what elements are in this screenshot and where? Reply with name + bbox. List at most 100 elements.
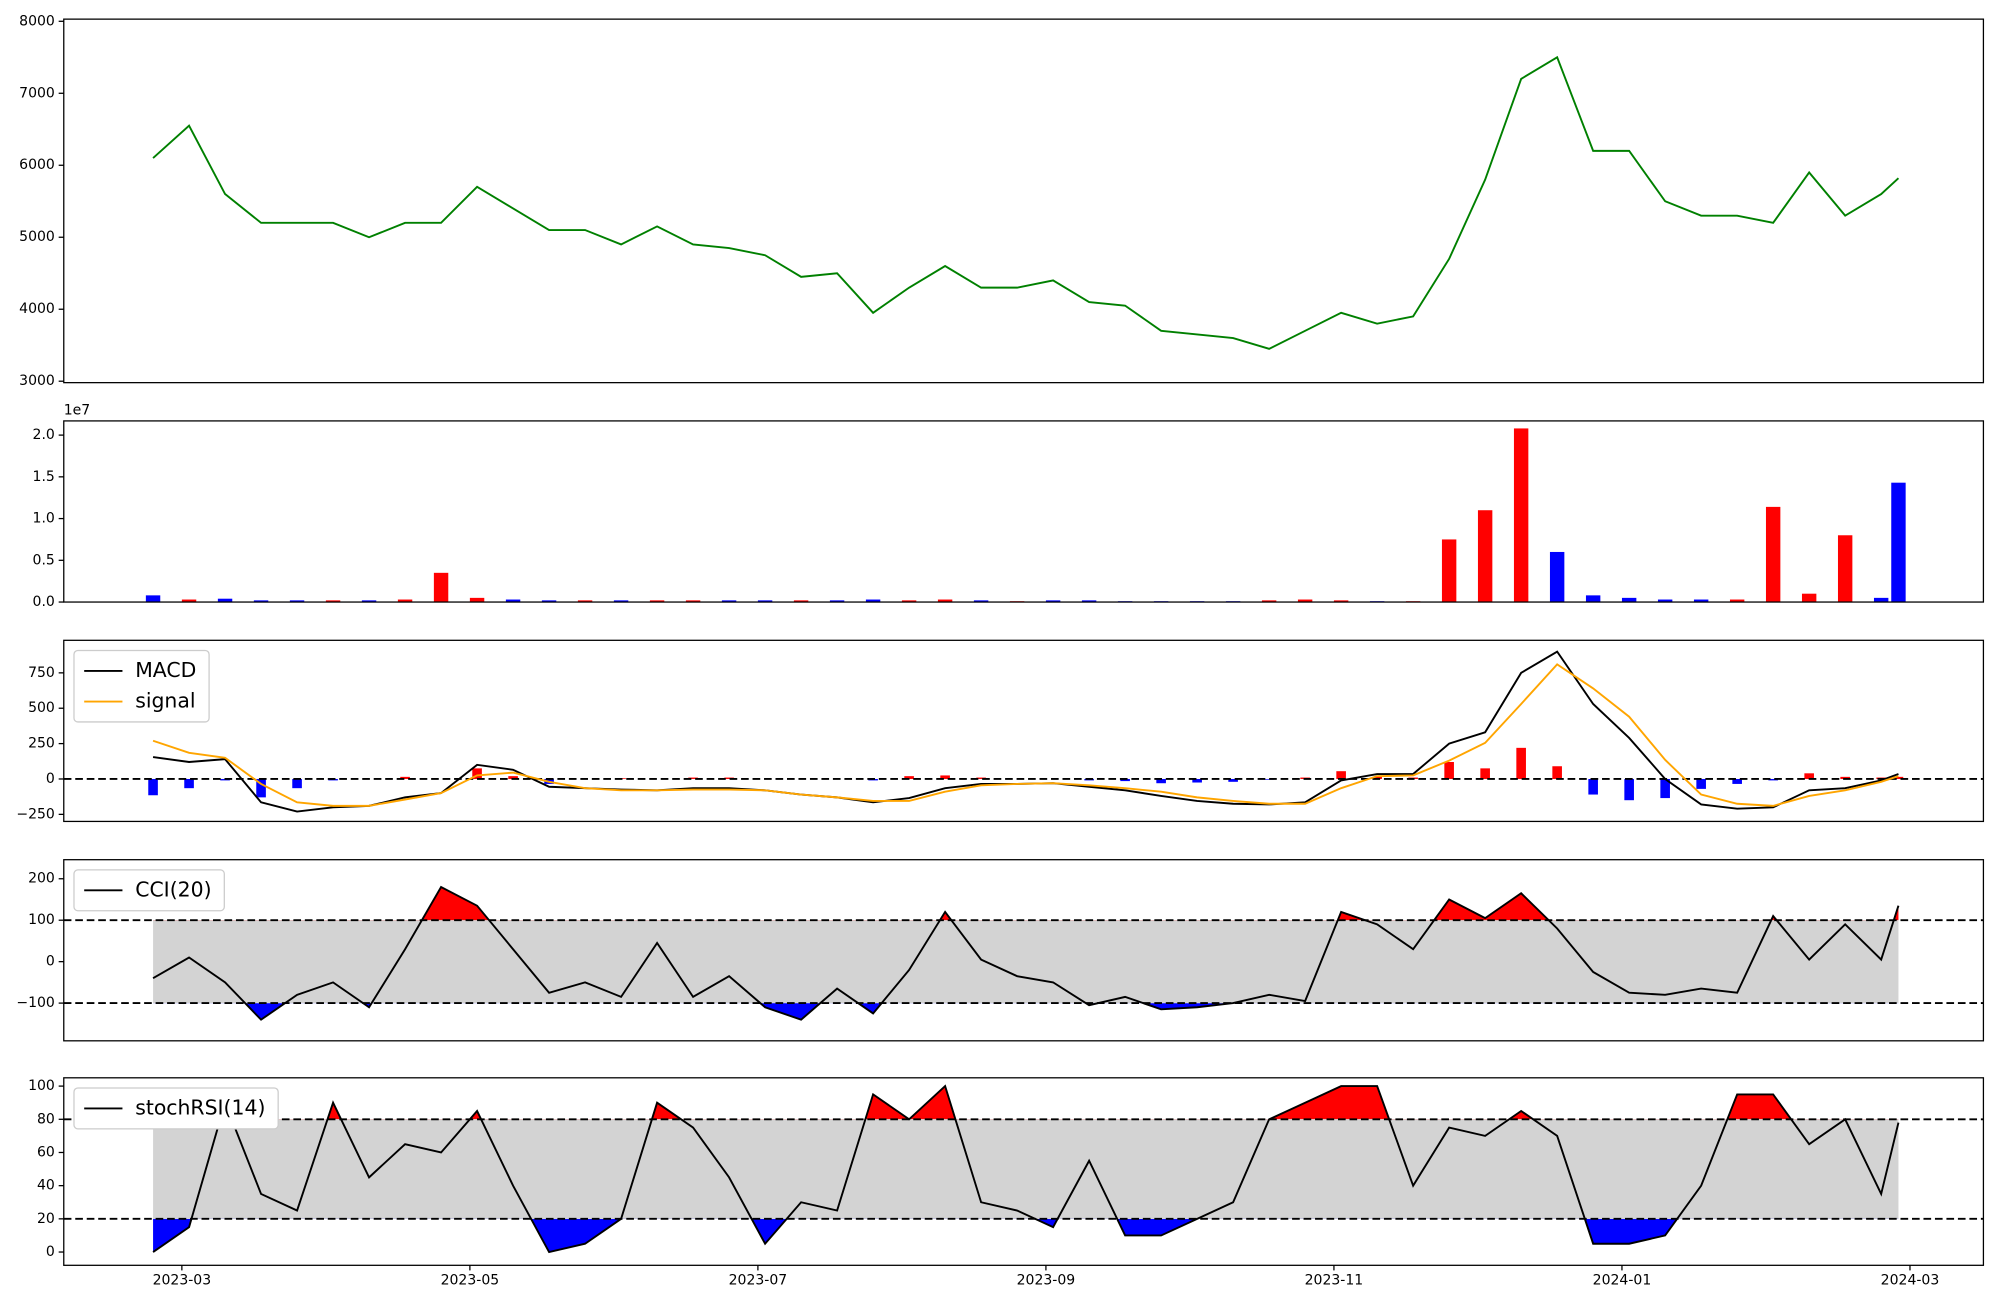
bar <box>613 600 629 603</box>
y-tick-label: 80 <box>37 1111 55 1127</box>
histogram-bar <box>1660 778 1670 799</box>
y-tick-label: 750 <box>28 665 55 681</box>
bar <box>325 600 341 603</box>
histogram-bar <box>1120 778 1130 782</box>
axes-frame <box>63 1077 1985 1266</box>
series-line <box>152 885 1900 1021</box>
histogram-bar <box>1893 776 1904 779</box>
histogram-bar <box>1804 773 1814 779</box>
x-tick-label: 2023-05 <box>441 1273 500 1289</box>
y-tick-label: −100 <box>16 995 55 1011</box>
bar <box>361 600 377 603</box>
bar <box>1621 597 1637 603</box>
x-tick-label: 2023-03 <box>153 1273 212 1289</box>
legend-box <box>73 649 210 723</box>
y-tick-label: 40 <box>37 1178 55 1194</box>
axes-frame <box>63 420 1985 603</box>
histogram-bar <box>1156 778 1166 784</box>
bar <box>937 599 953 603</box>
y-tick-label: 1.5 <box>33 469 55 485</box>
bar <box>1081 600 1097 603</box>
histogram-bar <box>292 778 302 789</box>
y-tick-label: 7000 <box>19 85 55 101</box>
y-tick-label: 8000 <box>19 13 55 29</box>
band <box>153 1119 1899 1219</box>
histogram-bar <box>472 768 482 779</box>
bar <box>1297 599 1313 603</box>
histogram-bar <box>256 778 266 798</box>
bar <box>1333 600 1349 603</box>
y-tick-label: 200 <box>28 871 55 887</box>
histogram-bar <box>1624 778 1634 801</box>
bar <box>1891 482 1906 603</box>
histogram-bar <box>508 776 518 779</box>
legend-box <box>73 869 225 912</box>
y-tick-label: 250 <box>28 736 55 752</box>
x-tick-label: 2023-11 <box>1305 1273 1364 1289</box>
legend-label: MACD <box>135 658 196 682</box>
bar <box>1837 535 1853 603</box>
bar <box>1765 506 1781 603</box>
legend-box <box>73 1087 279 1130</box>
y-tick-label: 0.0 <box>33 594 55 610</box>
bar <box>757 600 773 603</box>
bar <box>1549 551 1565 603</box>
bar <box>397 599 413 603</box>
offset-label: 1e7 <box>64 403 90 419</box>
y-tick-label: 0 <box>46 1244 55 1260</box>
bar <box>1045 600 1061 603</box>
bar <box>217 598 233 603</box>
bar <box>433 572 449 603</box>
plot-area <box>63 885 1984 1021</box>
histogram-bar <box>1228 778 1238 782</box>
legend-label: CCI(20) <box>135 877 211 901</box>
bar <box>469 597 485 603</box>
histogram-bar <box>148 778 158 796</box>
bar <box>1441 539 1457 603</box>
histogram-bar <box>724 777 734 779</box>
bar <box>1801 593 1817 603</box>
bar <box>1477 510 1493 603</box>
bar <box>721 600 737 603</box>
bar <box>1657 599 1673 603</box>
histogram-bar <box>1336 771 1346 779</box>
y-tick-label: 1.0 <box>33 511 55 527</box>
x-tick-label: 2023-09 <box>1017 1273 1076 1289</box>
histogram-bar <box>1516 747 1526 779</box>
histogram-bar <box>976 777 986 779</box>
x-tick-label: 2023-07 <box>729 1273 788 1289</box>
plot-area <box>152 55 1900 350</box>
bar <box>1693 599 1709 603</box>
plot-area <box>145 428 1906 603</box>
plot-area <box>63 1084 1984 1254</box>
y-tick-label: 100 <box>28 912 55 928</box>
bar <box>973 600 989 603</box>
plot-area <box>63 650 1984 813</box>
histogram-bar <box>1840 776 1850 779</box>
y-tick-label: 0.5 <box>33 552 55 568</box>
histogram-bar <box>904 776 914 779</box>
histogram-bar <box>1696 778 1706 789</box>
legend: MACD signal <box>73 649 210 723</box>
histogram-bar <box>1768 778 1778 781</box>
y-tick-label: 3000 <box>19 373 55 389</box>
y-tick-label: 0 <box>46 954 55 970</box>
bar <box>505 599 521 603</box>
histogram-bar <box>940 775 950 779</box>
histogram-bar <box>400 776 410 779</box>
series-line <box>152 1084 1900 1254</box>
y-tick-label: 4000 <box>19 301 55 317</box>
histogram-bar <box>688 777 698 779</box>
y-tick-label: 0 <box>46 771 55 787</box>
x-tick-label: 2024-03 <box>1881 1273 1940 1289</box>
histogram-bar <box>1480 768 1490 779</box>
bar <box>145 595 161 603</box>
y-tick-label: 2.0 <box>33 427 55 443</box>
above-fill <box>421 887 1899 921</box>
histogram-bar <box>1372 776 1382 779</box>
series-line <box>152 650 1899 813</box>
axes-frame <box>63 18 1985 384</box>
bar <box>685 600 701 603</box>
